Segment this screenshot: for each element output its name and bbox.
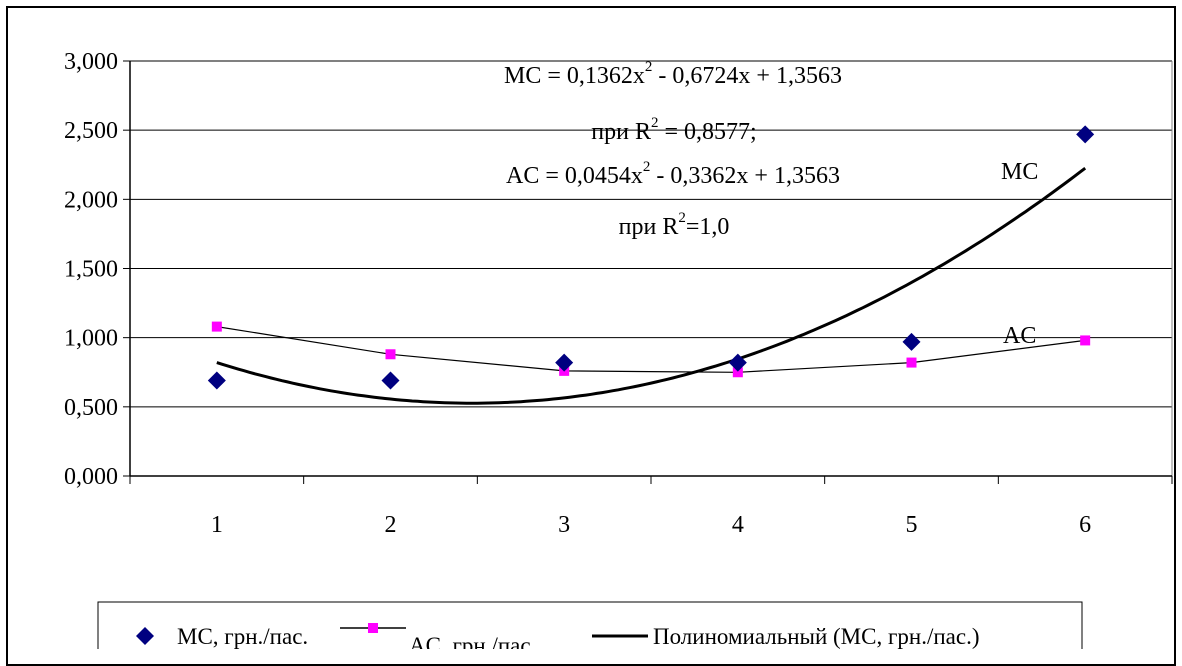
ac-equation: AC = 0,0454x2 - 0,3362x + 1,3563: [506, 159, 840, 189]
x-tick-label: 1: [211, 512, 223, 538]
legend-ac-label: AC, грн./пас.: [409, 633, 536, 649]
ac-marker: [906, 357, 917, 368]
mc-marker: [902, 332, 921, 351]
mc-marker: [207, 371, 226, 390]
mc-marker: [555, 353, 574, 372]
grid-layer: [130, 60, 1173, 476]
x-tick-label: 6: [1079, 512, 1091, 538]
ac-marker: [732, 367, 743, 378]
x-tick-label: 5: [906, 512, 918, 538]
x-tick-label: 2: [385, 512, 397, 538]
ac-curve-label: AC: [1003, 323, 1036, 349]
legend-ac-marker: [368, 623, 378, 633]
legend-trend-label: Полиномиальный (MC, грн./пас.): [653, 624, 980, 649]
y-tick-label: 2,500: [64, 118, 118, 144]
series-layer: [207, 125, 1095, 405]
ac-marker: [211, 321, 222, 332]
y-tick-label: 3,000: [64, 49, 118, 75]
y-tick-label: 0,000: [64, 464, 118, 490]
ac-r-squared: при R2=1,0: [619, 210, 730, 240]
y-tick-label: 1,500: [64, 257, 118, 283]
mc-curve-label: MC: [1001, 159, 1038, 185]
mc-marker: [381, 371, 400, 390]
x-tick-label: 4: [732, 512, 744, 538]
mc-r-squared: при R2 = 0,8577;: [591, 115, 756, 145]
ac-line: [216, 326, 1086, 373]
ac-marker: [385, 349, 396, 360]
y-tick-label: 2,000: [64, 187, 118, 213]
axes-layer: 0,000 0,500 1,000 1,500 2,000 2,500 3,000 1 2 3 4 5…: [64, 49, 1173, 538]
annotation-layer: MC = 0,1362x2 - 0,6724x + 1,3563 при R2 …: [504, 59, 1038, 349]
chart-svg: 0,000 0,500 1,000 1,500 2,000 2,500 3,000 1 2 3 4 5…: [64, 49, 1173, 649]
legend-box: [97, 601, 1083, 649]
legend-mc-label: MC, грн./пас.: [177, 624, 308, 649]
chart-frame: [6, 6, 1176, 666]
mc-trendline: [216, 166, 1087, 405]
y-tick-label: 1,000: [64, 326, 118, 352]
legend: MC, грн./пас. AC, грн./пас. Полиномиальн…: [97, 601, 1083, 649]
legend-mc-marker: [136, 627, 154, 645]
ac-marker: [1080, 335, 1091, 346]
mc-marker: [728, 353, 747, 372]
mc-marker: [1076, 125, 1095, 144]
x-tick-label: 3: [558, 512, 570, 538]
mc-equation: MC = 0,1362x2 - 0,6724x + 1,3563: [504, 59, 842, 89]
y-tick-label: 0,500: [64, 395, 118, 421]
